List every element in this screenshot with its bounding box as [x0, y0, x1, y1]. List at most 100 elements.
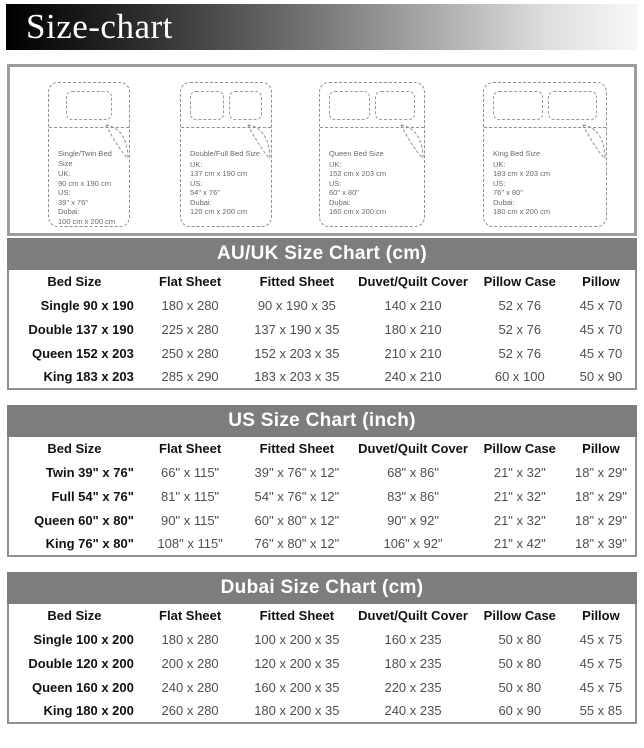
bed-spec-label: UK: — [190, 159, 203, 169]
size-cell: 18" x 29" — [575, 512, 627, 528]
table-title-bar: US Size Chart (inch) — [7, 405, 637, 437]
size-table-section-dubai: Dubai Size Chart (cm) Bed Size Flat Sheet… — [7, 572, 637, 724]
table-row: Single 90 x 190 180 x 280 90 x 190 x 35 140… — [8, 293, 636, 317]
size-cell: 225 x 280 — [161, 321, 219, 337]
bed-diagrams-panel: Single/Twin Bed Size UK: 90 cm x 190 cm … — [7, 64, 637, 236]
size-cell: 39" x 76" x 12" — [254, 464, 340, 480]
bed-spec-value: 90 cm x 190 cm — [58, 178, 111, 188]
size-table-auuk: Bed Size Flat Sheet Fitted Sheet Duvet/Quil… — [7, 270, 637, 390]
bed-spec-label: Dubai: — [190, 197, 212, 207]
column-header: Duvet/Quilt Cover — [358, 608, 468, 623]
table-title: Dubai Size Chart (cm) — [220, 577, 424, 598]
bed-spec-value: 152 cm x 203 cm — [329, 169, 387, 178]
column-header: Duvet/Quilt Cover — [358, 441, 468, 456]
bed-spec-value: 120 cm x 200 cm — [190, 207, 248, 216]
size-cell: 21" x 32" — [493, 488, 546, 504]
bed-diagram-single: Single/Twin Bed Size UK: 90 cm x 190 cm … — [48, 82, 130, 227]
bed-size-cell: Double 137 x 190 — [28, 321, 134, 337]
size-cell: 180 x 210 — [384, 321, 442, 337]
bed-spec-label: US: — [190, 178, 203, 188]
bed-size-cell: Queen 160 x 200 — [31, 679, 134, 695]
size-cell: 50 x 80 — [498, 655, 542, 671]
column-header: Fitted Sheet — [259, 608, 335, 623]
head-separator — [484, 127, 606, 128]
size-cell: 180 x 235 — [384, 655, 442, 671]
bed-spec-value: 39" x 76" — [58, 197, 88, 207]
size-cell: 180 x 200 x 35 — [254, 703, 340, 718]
bed-spec-text: Queen Bed Size UK: 152 cm x 203 cm US: 6… — [329, 149, 422, 217]
bed-spec-label: UK: — [493, 159, 506, 169]
table-title: US Size Chart (inch) — [228, 410, 416, 431]
size-cell: 18" x 29" — [575, 488, 627, 504]
size-cell: 250 x 280 — [161, 345, 219, 361]
size-cell: 60 x 100 — [494, 369, 545, 384]
size-cell: 200 x 280 — [161, 655, 219, 671]
bed-spec-value: 60" x 80" — [329, 188, 359, 197]
pillow-icon — [190, 91, 224, 120]
pillow-icon — [66, 91, 112, 120]
bed-spec-value: 183 cm x 203 cm — [493, 169, 551, 178]
bed-spec-text: Single/Twin Bed Size UK: 90 cm x 190 cm … — [58, 149, 127, 226]
head-separator — [181, 127, 271, 128]
blanket-fold-icon — [247, 124, 271, 160]
size-cell: 52 x 76 — [498, 345, 542, 361]
bed-name: Single/Twin Bed Size — [58, 149, 112, 168]
bed-spec-label: Dubai: — [58, 207, 80, 216]
bed-spec-label: UK: — [329, 159, 342, 169]
bed-size-cell: Twin 39" x 76" — [45, 464, 134, 480]
bed-spec-text: King Bed Size UK: 183 cm x 203 cm US: 76… — [493, 149, 604, 217]
table-row: Single 100 x 200 180 x 280 100 x 200 x 35 1… — [8, 627, 636, 651]
bed-spec-text: Double/Full Bed Size UK: 137 cm x 190 cm… — [190, 149, 269, 217]
column-header: Pillow — [582, 608, 620, 623]
bed-diagram-double: Double/Full Bed Size UK: 137 cm x 190 cm… — [180, 82, 272, 227]
table-row: Queen 160 x 200 240 x 280 160 x 200 x 35 22… — [8, 675, 636, 699]
size-cell: 45 x 70 — [579, 345, 623, 361]
column-header: Bed Size — [47, 608, 102, 623]
size-cell: 160 x 235 — [384, 631, 442, 647]
page-title-bar: Size-chart — [6, 4, 638, 50]
size-table-section-auuk: AU/UK Size Chart (cm) Bed Size Flat Sheet… — [7, 238, 637, 390]
size-cell: 108" x 115" — [157, 536, 223, 551]
size-cell: 220 x 235 — [384, 679, 442, 695]
size-cell: 52 x 76 — [498, 321, 542, 337]
size-cell: 90" x 115" — [161, 512, 220, 528]
size-cell: 60 x 90 — [498, 703, 542, 718]
size-cell: 45 x 75 — [579, 631, 623, 647]
bed-name: Double/Full Bed Size — [190, 149, 261, 158]
size-cell: 260 x 280 — [161, 703, 219, 718]
column-header: Pillow Case — [483, 274, 556, 289]
table-row: Queen 60" x 80" 90" x 115" 60" x 80" x 12"… — [8, 508, 636, 532]
size-cell: 100 x 200 x 35 — [254, 631, 340, 647]
size-cell: 68" x 86" — [387, 464, 439, 480]
bed-size-cell: Double 120 x 200 — [28, 655, 134, 671]
pillow-row — [484, 91, 606, 120]
size-cell: 106" x 92" — [383, 536, 443, 551]
bed-diagram-queen: Queen Bed Size UK: 152 cm x 203 cm US: 6… — [319, 82, 425, 227]
size-cell: 18" x 39" — [575, 536, 627, 551]
pillow-icon — [493, 91, 543, 120]
column-header-row: Bed Size Flat Sheet Fitted Sheet Duvet/Quil… — [8, 437, 636, 460]
size-cell: 83" x 86" — [387, 488, 439, 504]
bed-size-cell: Single 90 x 190 — [40, 297, 134, 313]
head-separator — [49, 127, 129, 128]
bed-spec-value: 54" x 76" — [190, 188, 220, 197]
table-row: King 183 x 203 285 x 290 183 x 203 x 35 240… — [8, 365, 636, 389]
size-cell: 180 x 280 — [161, 297, 219, 313]
table-row: Twin 39" x 76" 66" x 115" 39" x 76" x 12" 6… — [8, 460, 636, 484]
size-cell: 66" x 115" — [161, 464, 220, 480]
bed-size-cell: Full 54" x 76" — [51, 488, 134, 504]
size-cell: 285 x 290 — [161, 369, 219, 384]
size-table-us: Bed Size Flat Sheet Fitted Sheet Duvet/Quil… — [7, 437, 637, 557]
size-cell: 45 x 70 — [579, 297, 623, 313]
bed-spec-value: 137 cm x 190 cm — [190, 169, 248, 178]
column-header-row: Bed Size Flat Sheet Fitted Sheet Duvet/Quil… — [8, 604, 636, 627]
column-header: Pillow Case — [483, 441, 556, 456]
page-title: Size-chart — [26, 7, 173, 46]
size-cell: 21" x 32" — [493, 464, 546, 480]
bed-name: King Bed Size — [493, 149, 541, 158]
pillow-row — [320, 91, 424, 120]
size-cell: 81" x 115" — [161, 488, 220, 504]
bed-spec-value: 160 cm x 200 cm — [329, 207, 387, 216]
pillow-row — [181, 91, 271, 120]
bed-spec-label: UK: — [58, 169, 71, 178]
